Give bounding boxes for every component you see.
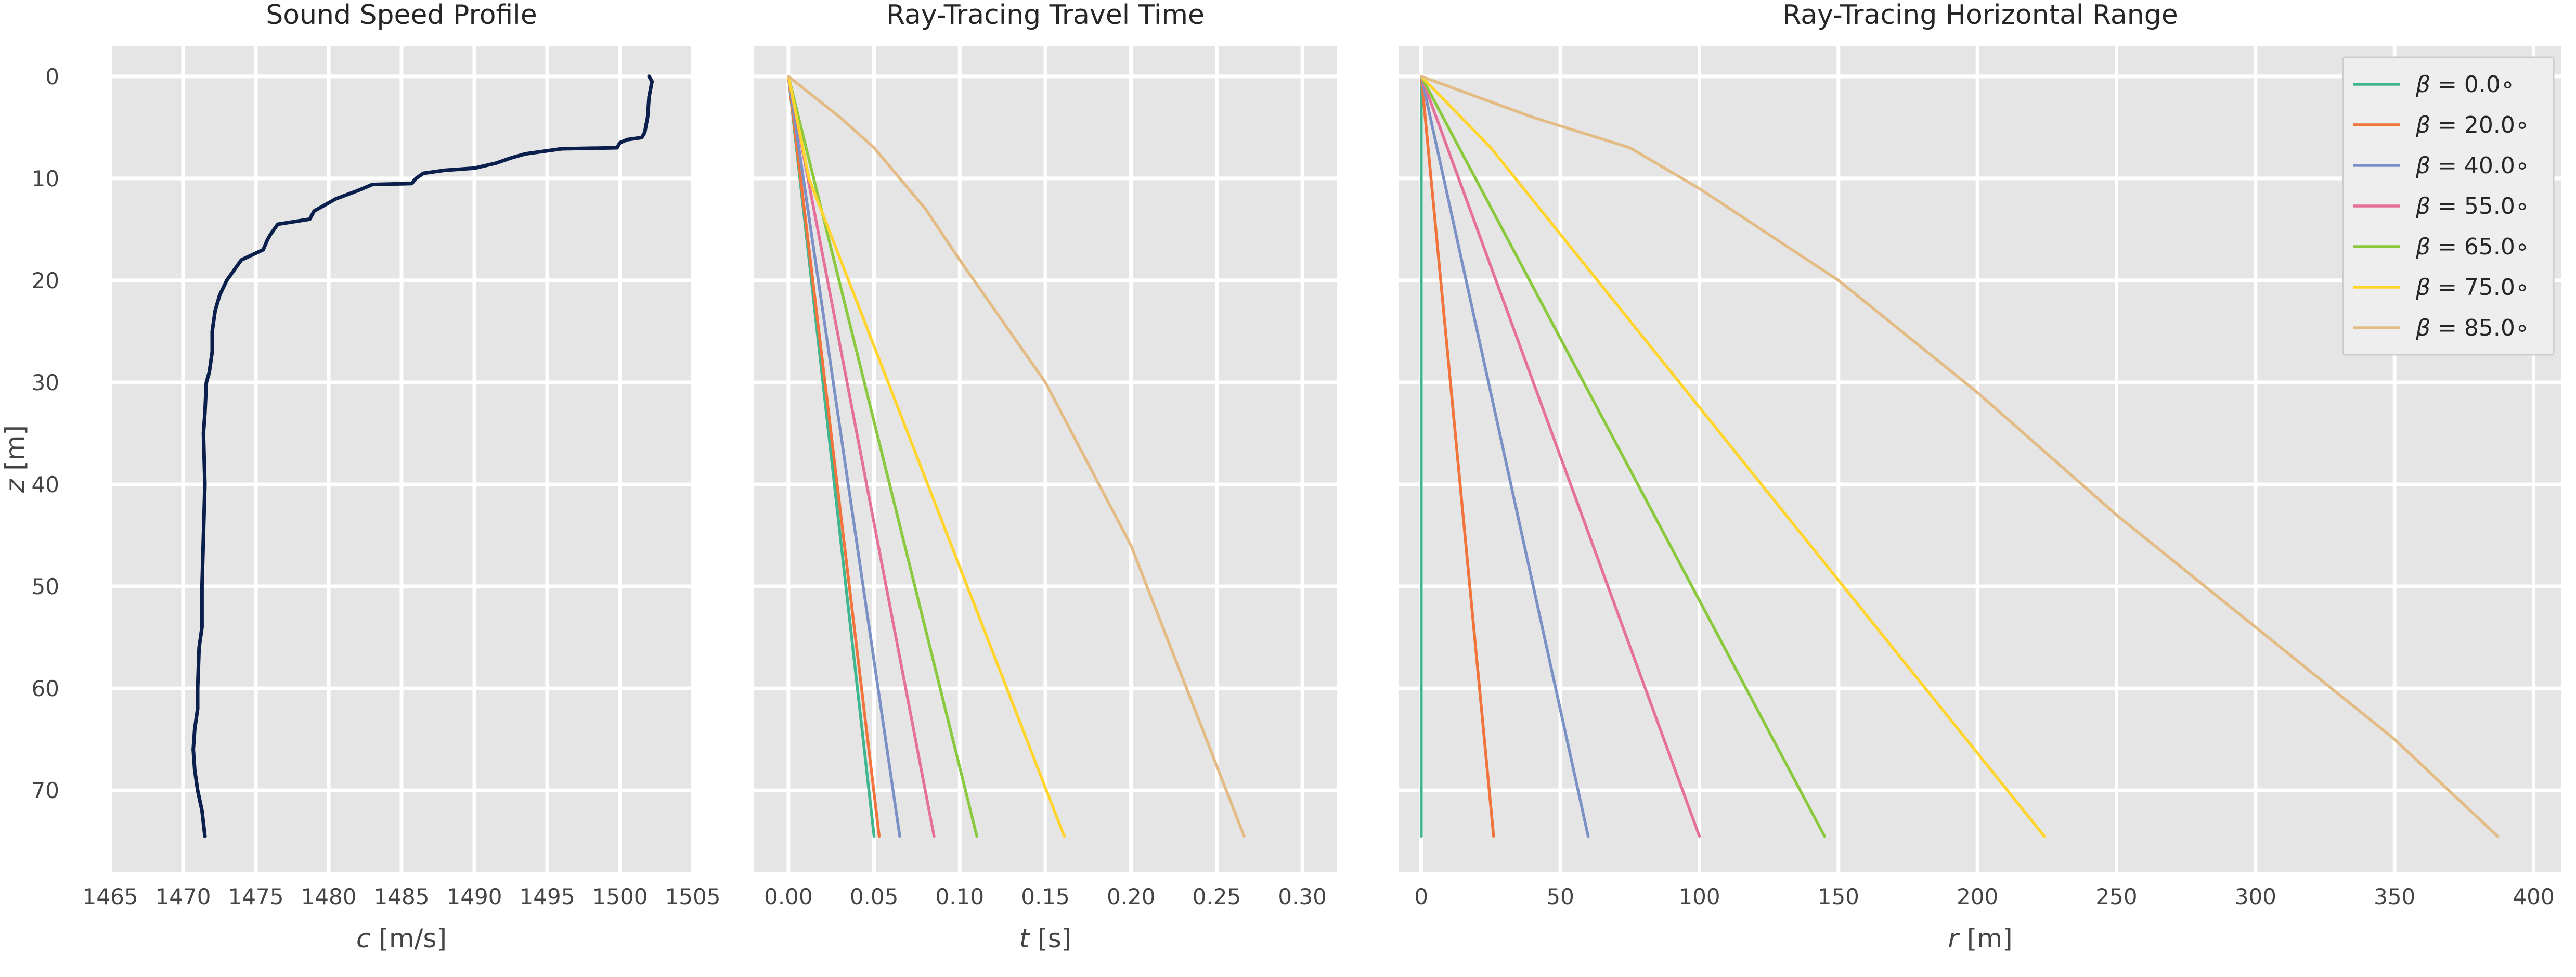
legend-entry-value: = 40.0∘ bbox=[2430, 152, 2529, 179]
y-tick-label: 60 bbox=[32, 676, 59, 701]
x-tick-label: 0.05 bbox=[850, 884, 899, 909]
x-axis-label-variable: c bbox=[356, 923, 371, 954]
x-axis-label-unit: [s] bbox=[1029, 923, 1071, 954]
sound-speed-profile-panel: 1465 1470 1475 1480 1485 1490 1495 1500 1505 0 10 2… bbox=[0, 0, 720, 954]
x-axis-label: t [s] bbox=[1019, 923, 1072, 954]
legend-entry-variable: β bbox=[2415, 315, 2430, 341]
legend-entry: β = 85.0∘ bbox=[2415, 315, 2529, 341]
x-tick-label: 0 bbox=[1414, 884, 1428, 909]
x-tick-label: 300 bbox=[2235, 884, 2276, 909]
legend-entry: β = 75.0∘ bbox=[2415, 274, 2529, 301]
x-tick-label: 100 bbox=[1678, 884, 1720, 909]
series-line-3 bbox=[1420, 75, 1701, 838]
x-tick-label: 0.15 bbox=[1021, 884, 1070, 909]
x-tick-label: 1500 bbox=[592, 884, 648, 909]
x-tick-label: 400 bbox=[2513, 884, 2554, 909]
legend-entry-value: = 65.0∘ bbox=[2430, 234, 2529, 260]
panel-title: Sound Speed Profile bbox=[266, 0, 537, 31]
x-tick-label: 1505 bbox=[665, 884, 721, 909]
x-axis-label-variable: r bbox=[1948, 923, 1960, 954]
x-tick-label: 0.10 bbox=[936, 884, 985, 909]
x-tick-label: 0.30 bbox=[1278, 884, 1327, 909]
x-axis-label-unit: [m] bbox=[1959, 923, 2013, 954]
x-axis-label: r [m] bbox=[1948, 923, 2012, 954]
x-tick-label: 1480 bbox=[301, 884, 357, 909]
legend-entry-value: = 85.0∘ bbox=[2430, 315, 2529, 341]
series-line-1 bbox=[787, 75, 881, 838]
legend-entry-value: = 20.0∘ bbox=[2430, 112, 2529, 138]
x-tick-label: 250 bbox=[2095, 884, 2137, 909]
y-tick-label: 50 bbox=[32, 574, 59, 599]
legend-entry-value: = 0.0∘ bbox=[2430, 71, 2515, 98]
legend-entry-variable: β bbox=[2415, 274, 2430, 301]
y-tick-label: 0 bbox=[45, 64, 59, 89]
y-tick-label: 70 bbox=[32, 778, 59, 803]
series-line-1 bbox=[1420, 75, 1495, 838]
x-tick-label: 150 bbox=[1818, 884, 1859, 909]
legend-box bbox=[2342, 56, 2555, 356]
travel-time-panel: 0.00 0.05 0.10 0.15 0.20 0.25 0.30 Ray-Tracing … bbox=[754, 0, 1337, 954]
y-tick-label: 30 bbox=[32, 370, 59, 395]
x-axis-label-variable: t bbox=[1019, 923, 1031, 954]
x-tick-label: 1465 bbox=[83, 884, 138, 909]
x-tick-label: 1470 bbox=[156, 884, 211, 909]
horizontal-range-panel: 0 50 100 150 200 250 300 350 400 Ray-Tracing Hori… bbox=[1399, 0, 2561, 954]
x-tick-label: 1475 bbox=[228, 884, 284, 909]
y-tick-label: 20 bbox=[32, 268, 59, 293]
x-tick-label: 200 bbox=[1957, 884, 1998, 909]
legend-entry-value: = 55.0∘ bbox=[2430, 193, 2529, 220]
series-line-6 bbox=[787, 75, 1246, 838]
y-axis-label-variable: z bbox=[0, 478, 30, 493]
y-axis-label-unit: [m] bbox=[0, 425, 30, 479]
series-line-3 bbox=[787, 75, 936, 838]
legend-entry: β = 20.0∘ bbox=[2415, 112, 2529, 138]
y-tick-label: 10 bbox=[32, 166, 59, 191]
series-line-5 bbox=[1420, 75, 2046, 838]
panel-title: Ray-Tracing Travel Time bbox=[886, 0, 1205, 31]
panel-title: Ray-Tracing Horizontal Range bbox=[1782, 0, 2178, 31]
x-tick-label: 0.00 bbox=[764, 884, 813, 909]
series-line-0 bbox=[191, 74, 654, 838]
series-line-5 bbox=[787, 75, 1066, 838]
x-tick-label: 350 bbox=[2374, 884, 2415, 909]
x-tick-label: 0.20 bbox=[1107, 884, 1156, 909]
x-tick-label: 50 bbox=[1546, 884, 1574, 909]
x-axis-label-unit: [m/s] bbox=[370, 923, 447, 954]
x-axis-label: c [m/s] bbox=[356, 923, 447, 954]
x-tick-label: 0.25 bbox=[1193, 884, 1241, 909]
x-tick-label: 1485 bbox=[374, 884, 430, 909]
legend-entry-value: = 75.0∘ bbox=[2430, 274, 2529, 301]
legend-entry: β = 40.0∘ bbox=[2415, 152, 2529, 179]
legend-entry-variable: β bbox=[2415, 193, 2430, 220]
series-line-2 bbox=[1420, 75, 1590, 838]
legend-entry: β = 0.0∘ bbox=[2415, 71, 2515, 98]
legend-entry-variable: β bbox=[2415, 234, 2430, 260]
legend-entry: β = 65.0∘ bbox=[2415, 234, 2529, 260]
x-tick-label: 1495 bbox=[520, 884, 575, 909]
legend-entry: β = 55.0∘ bbox=[2415, 193, 2529, 220]
series-line-6 bbox=[1420, 75, 2499, 838]
series-line-2 bbox=[787, 75, 901, 838]
legend-entry-variable: β bbox=[2415, 112, 2430, 138]
series-line-4 bbox=[1420, 75, 1826, 838]
legend-entry-variable: β bbox=[2415, 152, 2430, 179]
y-tick-label: 40 bbox=[32, 472, 59, 497]
y-axis-label: z [m] bbox=[0, 425, 30, 493]
legend-entry-variable: β bbox=[2415, 71, 2430, 98]
legend: β = 0.0∘β = 20.0∘β = 40.0∘β = 55.0∘β = 6… bbox=[2342, 56, 2555, 356]
x-tick-label: 1490 bbox=[447, 884, 502, 909]
